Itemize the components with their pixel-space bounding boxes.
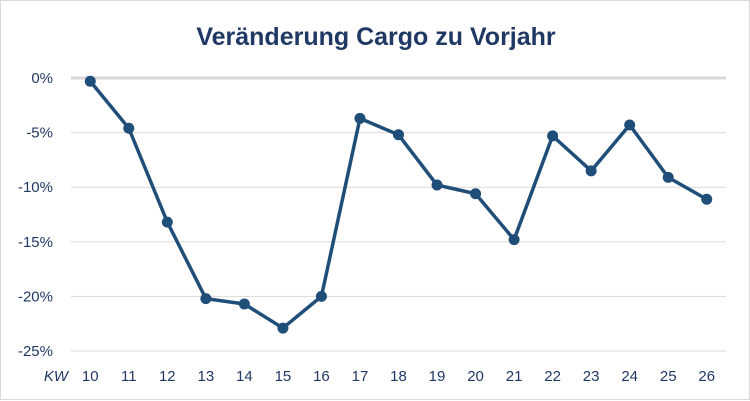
- y-tick-label: -20%: [18, 288, 53, 305]
- x-tick-label: 22: [544, 368, 561, 385]
- x-axis-prefix-kw: KW: [44, 368, 70, 385]
- y-tick-label: 0%: [31, 70, 53, 87]
- y-tick-label: -15%: [18, 234, 53, 251]
- y-tick-label: -10%: [18, 179, 53, 196]
- data-point: [161, 216, 173, 228]
- x-tick-label: 20: [467, 368, 484, 385]
- x-tick-label: 24: [621, 368, 638, 385]
- x-tick-label: 15: [275, 368, 292, 385]
- x-tick-label: 14: [236, 368, 253, 385]
- x-tick-label: 25: [660, 368, 677, 385]
- x-tick-label: 17: [352, 368, 369, 385]
- data-point: [354, 112, 366, 124]
- x-tick-label: 16: [313, 368, 330, 385]
- gridlines: [71, 76, 726, 352]
- x-tick-label: 26: [698, 368, 715, 385]
- x-tick-label: 19: [429, 368, 446, 385]
- y-tick-label: -25%: [18, 343, 53, 360]
- data-point: [84, 75, 96, 87]
- data-point: [662, 171, 674, 183]
- data-point: [393, 129, 404, 141]
- data-point: [470, 188, 482, 200]
- x-tick-label: 10: [82, 368, 99, 385]
- series-layer: [84, 75, 713, 334]
- data-point: [315, 290, 327, 302]
- y-axis-ticks: 0% -5% -10% -15% -20% -25%: [18, 70, 53, 360]
- x-tick-label: 21: [506, 368, 523, 385]
- data-point: [200, 293, 212, 305]
- data-point: [508, 234, 520, 246]
- x-tick-label: 23: [583, 368, 600, 385]
- x-axis-ticks: 10 11 12 13 14 15 16 17 18 19 20 21 22 23 24 25 26: [82, 368, 715, 385]
- x-tick-label: 12: [159, 368, 176, 385]
- series-line: [88, 79, 709, 330]
- data-point: [431, 179, 443, 191]
- data-point: [238, 298, 250, 310]
- data-point: [624, 119, 636, 131]
- data-point: [123, 122, 135, 134]
- x-tick-label: 18: [390, 368, 407, 385]
- data-point: [547, 130, 559, 142]
- data-point: [585, 165, 597, 177]
- data-point: [701, 193, 713, 205]
- chart-title: Veränderung Cargo zu Vorjahr: [196, 23, 556, 51]
- x-tick-label: 13: [198, 368, 215, 385]
- data-point: [277, 322, 289, 334]
- y-tick-label: -5%: [26, 125, 53, 142]
- x-tick-label: 11: [121, 368, 137, 385]
